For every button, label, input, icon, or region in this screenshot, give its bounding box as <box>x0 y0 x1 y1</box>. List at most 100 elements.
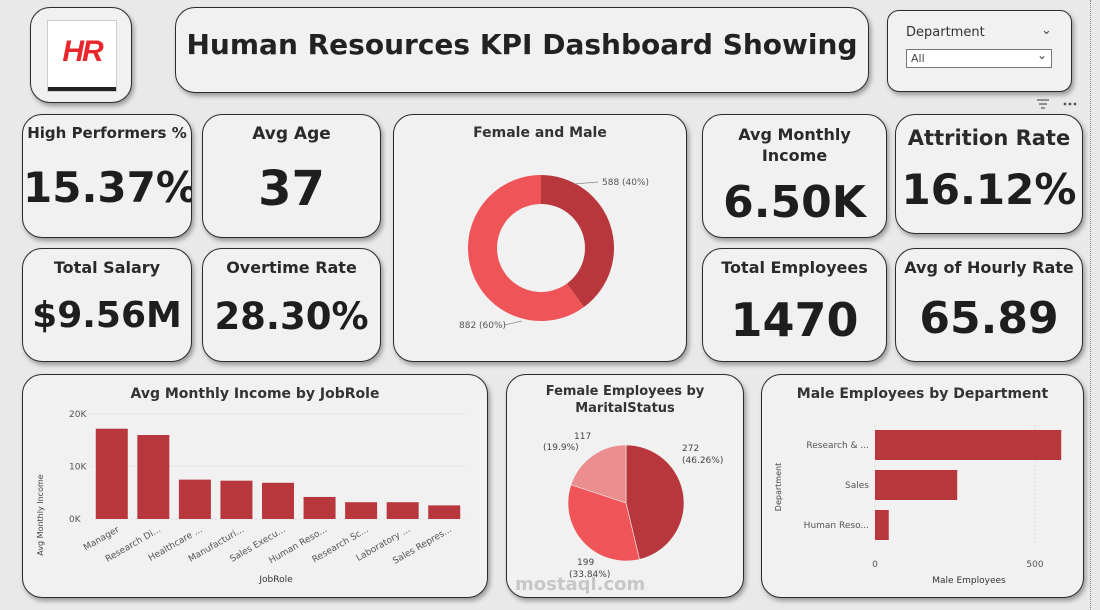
y-axis-label: Department <box>774 463 783 511</box>
watermark: mostaql.com <box>515 574 646 595</box>
chart-title-line-2: MaritalStatus <box>575 401 675 416</box>
pie-slice-2[interactable] <box>570 444 627 504</box>
kpi-avg-hourly-rate: Avg of Hourly Rate 65.89 <box>895 248 1083 362</box>
y-tick-label: 0K <box>69 515 82 525</box>
category-labels: Research & ... Sales Human Reso... <box>804 441 870 531</box>
x-axis-label: Male Employees <box>932 576 1006 586</box>
y-tick-label: 10K <box>69 463 87 473</box>
title-card: Human Resources KPI Dashboard Showing <box>175 7 869 93</box>
gender-donut-svg: 588 (40%) 882 (60%) <box>459 175 649 331</box>
bar[interactable] <box>386 502 419 519</box>
gender-donut-card: Female and Male 588 (40%) 882 (60%) <box>393 114 687 362</box>
kpi-value: 65.89 <box>919 293 1059 344</box>
x-tick-label: 0 <box>872 560 878 570</box>
bar[interactable] <box>345 502 378 519</box>
department-dropdown[interactable]: All ⌄ <box>906 48 1052 68</box>
bar[interactable] <box>428 505 461 519</box>
kpi-attrition-rate: Attrition Rate 16.12% <box>895 114 1083 234</box>
logo-text: HR <box>62 35 103 68</box>
kpi-value: 37 <box>258 161 325 217</box>
slice-count-272: 272 <box>682 444 699 454</box>
x-axis-label: JobRole <box>258 575 293 585</box>
donut-slice-0[interactable] <box>541 175 614 308</box>
category-label: Human Reso... <box>804 521 869 531</box>
slicer-label: Department <box>906 25 985 40</box>
kpi-value: 15.37% <box>23 163 192 212</box>
filter-icon-svg <box>1037 99 1049 109</box>
logo-box: HR <box>47 20 117 92</box>
kpi-value: 6.50K <box>723 177 866 228</box>
donut-slices <box>467 175 614 321</box>
page-edge-divider <box>1090 0 1091 610</box>
leader-line <box>503 320 523 326</box>
kpi-value: 28.30% <box>214 295 369 338</box>
chevron-down-icon[interactable]: ⌄ <box>1041 23 1052 38</box>
bar[interactable] <box>875 510 889 540</box>
income-bar-chart: Avg Monthly Income JobRole 0K 10K 20K Mana… <box>36 410 465 585</box>
kpi-total-salary: Total Salary $9.56M <box>22 248 192 362</box>
kpi-total-employees: Total Employees 1470 <box>702 248 887 362</box>
filter-icon[interactable] <box>1034 96 1052 110</box>
kpi-value: $9.56M <box>32 295 182 336</box>
chart-title: Female and Male <box>473 125 607 141</box>
logo-underline <box>48 87 116 91</box>
pie-slice-0[interactable] <box>625 444 685 560</box>
slice-pct-272: (46.26%) <box>682 456 723 466</box>
bar[interactable] <box>220 480 253 519</box>
category-label: Research & ... <box>806 441 869 451</box>
kpi-label: Total Salary <box>53 258 161 277</box>
slice-pct-117: (19.9%) <box>543 443 579 453</box>
kpi-label: Avg of Hourly Rate <box>904 258 1074 277</box>
bar[interactable] <box>262 482 294 519</box>
page-title: Human Resources KPI Dashboard Showing <box>186 28 858 61</box>
bars <box>875 430 1062 540</box>
bar[interactable] <box>95 428 128 519</box>
female-marital-pie-card: Female Employees by MaritalStatus 117 (1… <box>506 374 744 598</box>
kpi-label: Overtime Rate <box>226 258 357 277</box>
slice-count-199: 199 <box>577 558 594 568</box>
leader-line <box>573 181 599 185</box>
kpi-value: 16.12% <box>901 165 1077 214</box>
kpi-label: Total Employees <box>721 258 868 277</box>
bar[interactable] <box>178 479 211 519</box>
kpi-high-performers: High Performers % 15.37% <box>22 114 192 238</box>
kpi-label: Attrition Rate <box>907 126 1071 150</box>
slice-label-female: 882 (60%) <box>459 321 506 331</box>
chart-title: Male Employees by Department <box>796 386 1049 402</box>
bar[interactable] <box>875 470 958 500</box>
department-bar-chart: Department Male Employees 0 500 Research … <box>774 425 1062 586</box>
kpi-overtime-rate: Overtime Rate 28.30% <box>202 248 381 362</box>
bar[interactable] <box>137 435 170 519</box>
kpi-avg-monthly-income: Avg Monthly Income 6.50K <box>702 114 887 238</box>
income-by-jobrole-card: Avg Monthly Income by JobRole Avg Monthl… <box>22 374 488 598</box>
kpi-label: Avg Age <box>252 124 331 144</box>
bar[interactable] <box>303 496 336 519</box>
kpi-label: High Performers % <box>27 124 187 142</box>
donut-slice-1[interactable] <box>467 175 584 321</box>
pie-slice-1[interactable] <box>567 484 640 562</box>
more-options-icon-svg <box>1063 102 1077 106</box>
marital-pie-svg: 117 (19.9%) 272 (46.26%) 199 (33.84%) <box>543 432 723 580</box>
y-axis-label: Avg Monthly Income <box>36 474 45 555</box>
pie-slices <box>567 444 685 562</box>
logo-card: HR <box>30 7 132 103</box>
kpi-avg-age: Avg Age 37 <box>202 114 381 238</box>
dropdown-chevron-icon: ⌄ <box>1036 48 1047 62</box>
department-slicer: Department ⌄ All ⌄ <box>887 10 1072 92</box>
chart-title-line-1: Female Employees by <box>545 384 705 399</box>
y-ticks: 0K 10K 20K <box>69 410 87 525</box>
dropdown-value: All <box>911 52 925 65</box>
kpi-label: Avg Monthly Income <box>738 125 851 165</box>
slice-label-male: 588 (40%) <box>602 178 649 188</box>
y-tick-label: 20K <box>69 410 87 420</box>
slice-pct-199: (33.84%) <box>569 570 610 580</box>
category-label: Sales <box>845 481 869 491</box>
slice-count-117: 117 <box>574 432 591 442</box>
bar[interactable] <box>875 430 1062 460</box>
x-tick-label: 500 <box>1026 560 1043 570</box>
male-by-department-card: Male Employees by Department Department … <box>761 374 1084 598</box>
chart-title: Avg Monthly Income by JobRole <box>130 386 380 402</box>
kpi-value: 1470 <box>730 293 859 347</box>
more-options-icon[interactable] <box>1060 96 1080 110</box>
